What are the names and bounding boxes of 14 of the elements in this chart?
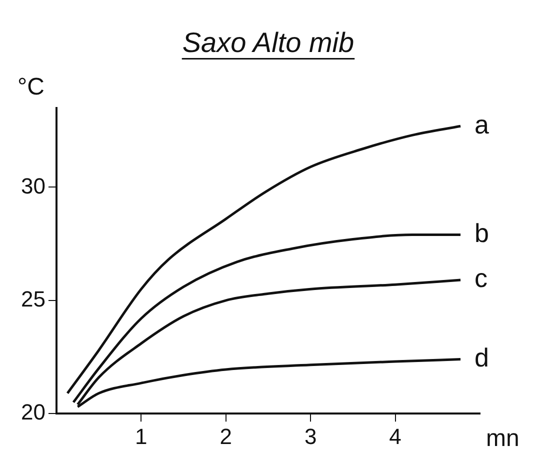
x-tick-label: 4 [389, 424, 402, 449]
x-axis-title: mn [486, 425, 520, 452]
y-tick-label: 20 [20, 400, 46, 425]
y-tick-label: 25 [20, 286, 46, 312]
x-tick-label: 3 [304, 424, 317, 449]
chart-title: Saxo Alto mib [182, 27, 354, 58]
series-label: d [474, 342, 489, 372]
series-label: a [474, 109, 490, 140]
x-tick-label: 2 [220, 424, 232, 449]
series-label: b [474, 218, 489, 248]
y-tick-label: 30 [20, 173, 46, 198]
y-axis-title: °C [18, 74, 44, 101]
series-label: c [474, 263, 488, 294]
x-tick-label: 1 [135, 424, 148, 449]
